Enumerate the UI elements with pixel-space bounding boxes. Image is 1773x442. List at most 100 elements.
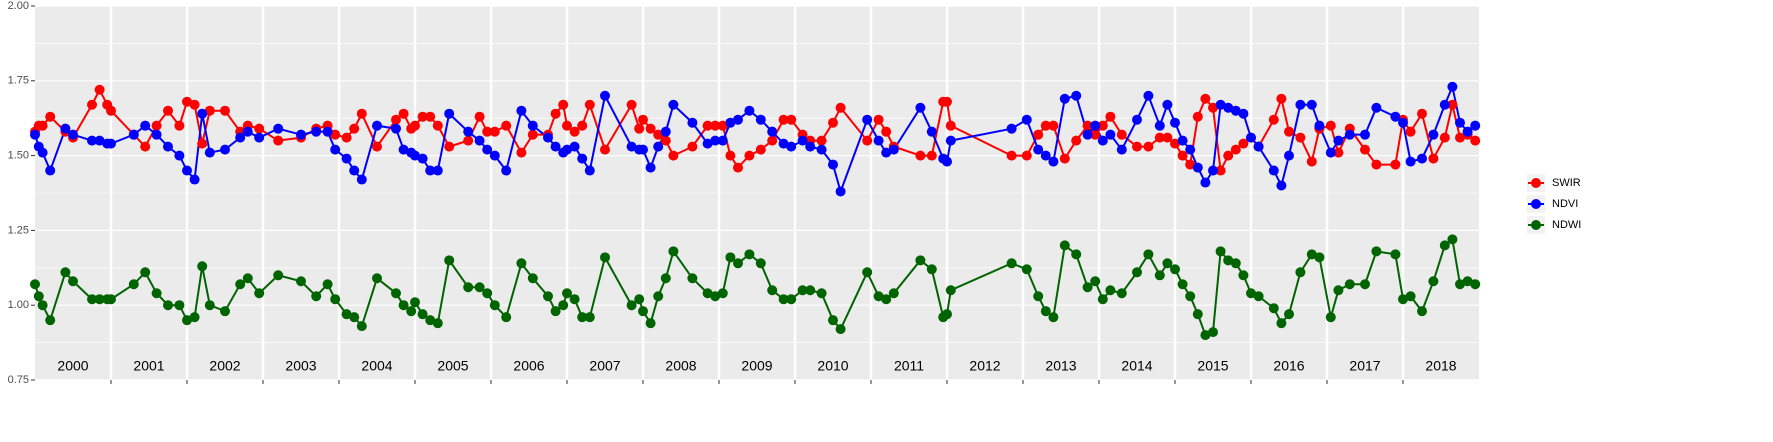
data-point <box>417 309 428 320</box>
data-point <box>733 162 743 173</box>
data-point <box>816 135 827 146</box>
data-point <box>372 141 382 152</box>
data-point <box>584 312 595 323</box>
data-point <box>873 114 884 125</box>
data-point <box>1398 117 1408 128</box>
data-point <box>94 294 105 305</box>
data-point <box>140 267 151 278</box>
data-point <box>717 135 728 146</box>
data-point <box>1200 177 1211 188</box>
data-point <box>30 129 40 140</box>
data-point <box>341 309 352 320</box>
data-point <box>417 153 428 164</box>
data-point <box>660 273 671 284</box>
data-point <box>432 165 443 176</box>
data-point <box>1428 153 1439 164</box>
data-point <box>474 282 485 293</box>
data-point <box>322 279 333 290</box>
data-point <box>1162 132 1173 143</box>
data-point <box>1021 264 1032 275</box>
data-point <box>1033 144 1044 155</box>
data-point <box>584 99 595 110</box>
data-point <box>1455 117 1465 128</box>
data-point <box>1306 156 1317 167</box>
data-point <box>516 258 527 269</box>
data-point <box>1185 159 1196 170</box>
data-point <box>220 105 230 116</box>
data-point <box>1268 114 1279 125</box>
data-point <box>1040 306 1051 317</box>
data-point <box>45 315 56 326</box>
year-label: 2008 <box>665 358 696 374</box>
data-point <box>37 300 48 311</box>
data-point <box>1405 156 1416 167</box>
data-point <box>702 120 713 131</box>
data-point <box>1215 165 1226 176</box>
data-point <box>653 141 664 152</box>
y-tick-label: 1.00 <box>8 299 29 311</box>
data-point <box>1132 141 1142 152</box>
data-point <box>356 321 367 332</box>
data-point <box>474 135 485 146</box>
data-point <box>660 135 671 146</box>
data-point <box>254 288 265 299</box>
data-point <box>94 84 105 95</box>
data-point <box>816 144 827 155</box>
data-point <box>242 273 253 284</box>
data-point <box>163 105 173 116</box>
data-point <box>106 105 116 116</box>
data-point <box>828 315 838 326</box>
data-point <box>106 294 116 305</box>
data-point <box>645 162 656 173</box>
data-point <box>527 120 538 131</box>
data-point <box>1295 267 1306 278</box>
legend-point <box>1531 199 1541 209</box>
data-point <box>717 120 728 131</box>
data-point <box>1417 153 1427 164</box>
data-point <box>489 300 500 311</box>
data-point <box>1462 126 1473 137</box>
data-point <box>1170 138 1180 149</box>
year-label: 2018 <box>1425 358 1456 374</box>
data-point <box>398 144 409 155</box>
data-point <box>296 129 306 140</box>
data-point <box>1439 132 1450 143</box>
data-point <box>755 114 766 125</box>
data-point <box>835 102 846 113</box>
data-point <box>489 150 500 161</box>
data-point <box>577 153 588 164</box>
data-point <box>645 318 656 329</box>
data-point <box>778 294 789 305</box>
data-point <box>562 288 572 299</box>
data-point <box>942 156 952 167</box>
data-point <box>1116 129 1127 140</box>
y-tick-label: 1.50 <box>8 150 29 162</box>
data-point <box>1097 120 1108 131</box>
data-point <box>786 141 797 152</box>
data-point <box>60 123 71 134</box>
data-point <box>1097 294 1108 305</box>
data-point <box>1470 120 1481 131</box>
data-point <box>391 123 401 134</box>
data-point <box>1177 135 1188 146</box>
data-point <box>94 135 105 146</box>
data-point <box>1295 99 1306 110</box>
data-point <box>733 258 743 269</box>
data-point <box>668 150 679 161</box>
data-point <box>474 111 485 122</box>
data-point <box>1090 276 1101 287</box>
data-point <box>1215 99 1226 110</box>
data-point <box>558 99 569 110</box>
data-point <box>425 111 436 122</box>
data-point <box>942 96 952 107</box>
y-tick-label: 0.75 <box>8 374 29 386</box>
data-point <box>463 282 474 293</box>
data-point <box>444 141 455 152</box>
data-point <box>128 129 139 140</box>
data-point <box>410 150 420 161</box>
data-point <box>1360 129 1370 140</box>
data-point <box>717 288 728 299</box>
data-point <box>1143 249 1154 260</box>
y-tick-label: 1.25 <box>8 224 29 236</box>
